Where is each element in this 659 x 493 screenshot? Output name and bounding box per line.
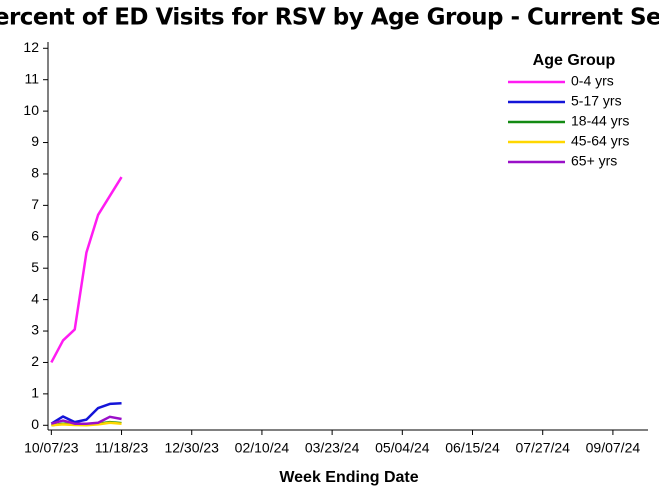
y-tick-label: 0 xyxy=(31,416,39,432)
legend-label: 0-4 yrs xyxy=(571,73,614,89)
y-tick-label: 5 xyxy=(31,259,39,275)
legend-label: 5-17 yrs xyxy=(571,93,622,109)
x-tick-label: 07/27/24 xyxy=(515,440,570,456)
y-tick-label: 8 xyxy=(31,165,39,181)
series-line xyxy=(50,402,122,425)
y-tick-label: 9 xyxy=(31,133,39,149)
x-tick-label: 06/15/24 xyxy=(445,440,500,456)
legend-label: 18-44 yrs xyxy=(571,113,629,129)
y-tick-label: 7 xyxy=(31,196,39,212)
y-tick-label: 3 xyxy=(31,322,39,338)
y-tick-label: 10 xyxy=(23,102,39,118)
legend-label: 45-64 yrs xyxy=(571,133,629,149)
series-line xyxy=(50,176,123,364)
y-tick-label: 6 xyxy=(31,227,39,243)
y-tick-label: 12 xyxy=(23,39,39,55)
y-tick-label: 11 xyxy=(24,70,39,86)
x-tick-label: 11/18/23 xyxy=(95,440,149,456)
chart-title: Percent of ED Visits for RSV by Age Grou… xyxy=(0,5,659,31)
legend-title: Age Group xyxy=(533,52,616,69)
x-tick-label: 12/30/23 xyxy=(164,440,219,456)
x-tick-label: 02/10/24 xyxy=(235,440,290,456)
series-line xyxy=(51,415,122,425)
x-tick-label: 10/07/23 xyxy=(24,440,79,456)
x-tick-label: 09/07/24 xyxy=(586,440,641,456)
x-axis-label: Week Ending Date xyxy=(279,469,418,486)
x-tick-label: 05/04/24 xyxy=(375,440,430,456)
legend-label: 65+ yrs xyxy=(571,153,617,169)
series-line xyxy=(51,421,122,427)
y-tick-label: 4 xyxy=(31,290,39,306)
x-tick-label: 03/23/24 xyxy=(305,440,360,456)
y-tick-label: 2 xyxy=(31,353,39,369)
y-tick-label: 1 xyxy=(31,385,39,401)
